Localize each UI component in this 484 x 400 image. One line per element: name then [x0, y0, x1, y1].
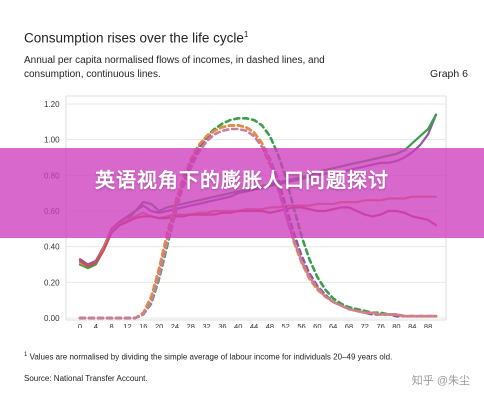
y-tick-label: 0.00 [44, 314, 60, 323]
footnote-text: Values are normalised by dividing the si… [29, 352, 393, 362]
income-line-7 [78, 127, 438, 320]
footnote-mark: 1 [24, 352, 28, 358]
x-tick-label: 68 [345, 322, 353, 328]
x-tick-label: 0 [78, 322, 82, 328]
y-tick-label: 1.00 [44, 136, 60, 145]
chart-title: Consumption rises over the life cycle1 [24, 30, 248, 46]
x-tick-label: 36 [218, 322, 226, 328]
x-tick-label: 60 [313, 322, 321, 328]
graph-number: Graph 6 [430, 68, 468, 80]
x-tick-label: 48 [266, 322, 274, 328]
source-note: Source: National Transfer Account. [24, 374, 148, 383]
x-tick-label: 28 [187, 322, 195, 328]
x-tick-label: 84 [408, 322, 416, 328]
x-tick-label: 32 [202, 322, 210, 328]
y-tick-label: 0.40 [44, 243, 60, 252]
x-tick-label: 12 [123, 322, 131, 328]
x-tick-label: 20 [155, 322, 163, 328]
x-tick-label: 64 [329, 322, 337, 328]
x-tick-label: 88 [424, 322, 432, 328]
x-tick-label: 52 [282, 322, 290, 328]
chart-subtitle: Annual per capita normalised flows of in… [24, 55, 325, 80]
x-tick-label: 4 [94, 322, 98, 328]
x-tick-label: 8 [110, 322, 114, 328]
footnote: 1 Values are normalised by dividing the … [24, 352, 392, 362]
x-tick-label: 24 [171, 322, 179, 328]
x-tick-label: 44 [250, 322, 258, 328]
x-tick-label: 40 [234, 322, 242, 328]
x-tick-label: 72 [361, 322, 369, 328]
x-tick-label: 56 [297, 322, 305, 328]
banner-title: 英语视角下的膨胀人口问题探讨 [95, 168, 389, 192]
watermark: 知乎 @朱尘 [411, 375, 470, 387]
x-tick-label: 76 [376, 322, 384, 328]
chart-title-text: Consumption rises over the life cycle [24, 30, 244, 46]
x-tick-label: 80 [392, 322, 400, 328]
x-tick-label: 16 [139, 322, 147, 328]
y-tick-label: 1.20 [44, 100, 60, 109]
y-tick-label: 0.20 [44, 278, 60, 287]
title-banner: 英语视角下的膨胀人口问题探讨 [0, 148, 484, 238]
title-footnote-mark: 1 [243, 30, 249, 39]
